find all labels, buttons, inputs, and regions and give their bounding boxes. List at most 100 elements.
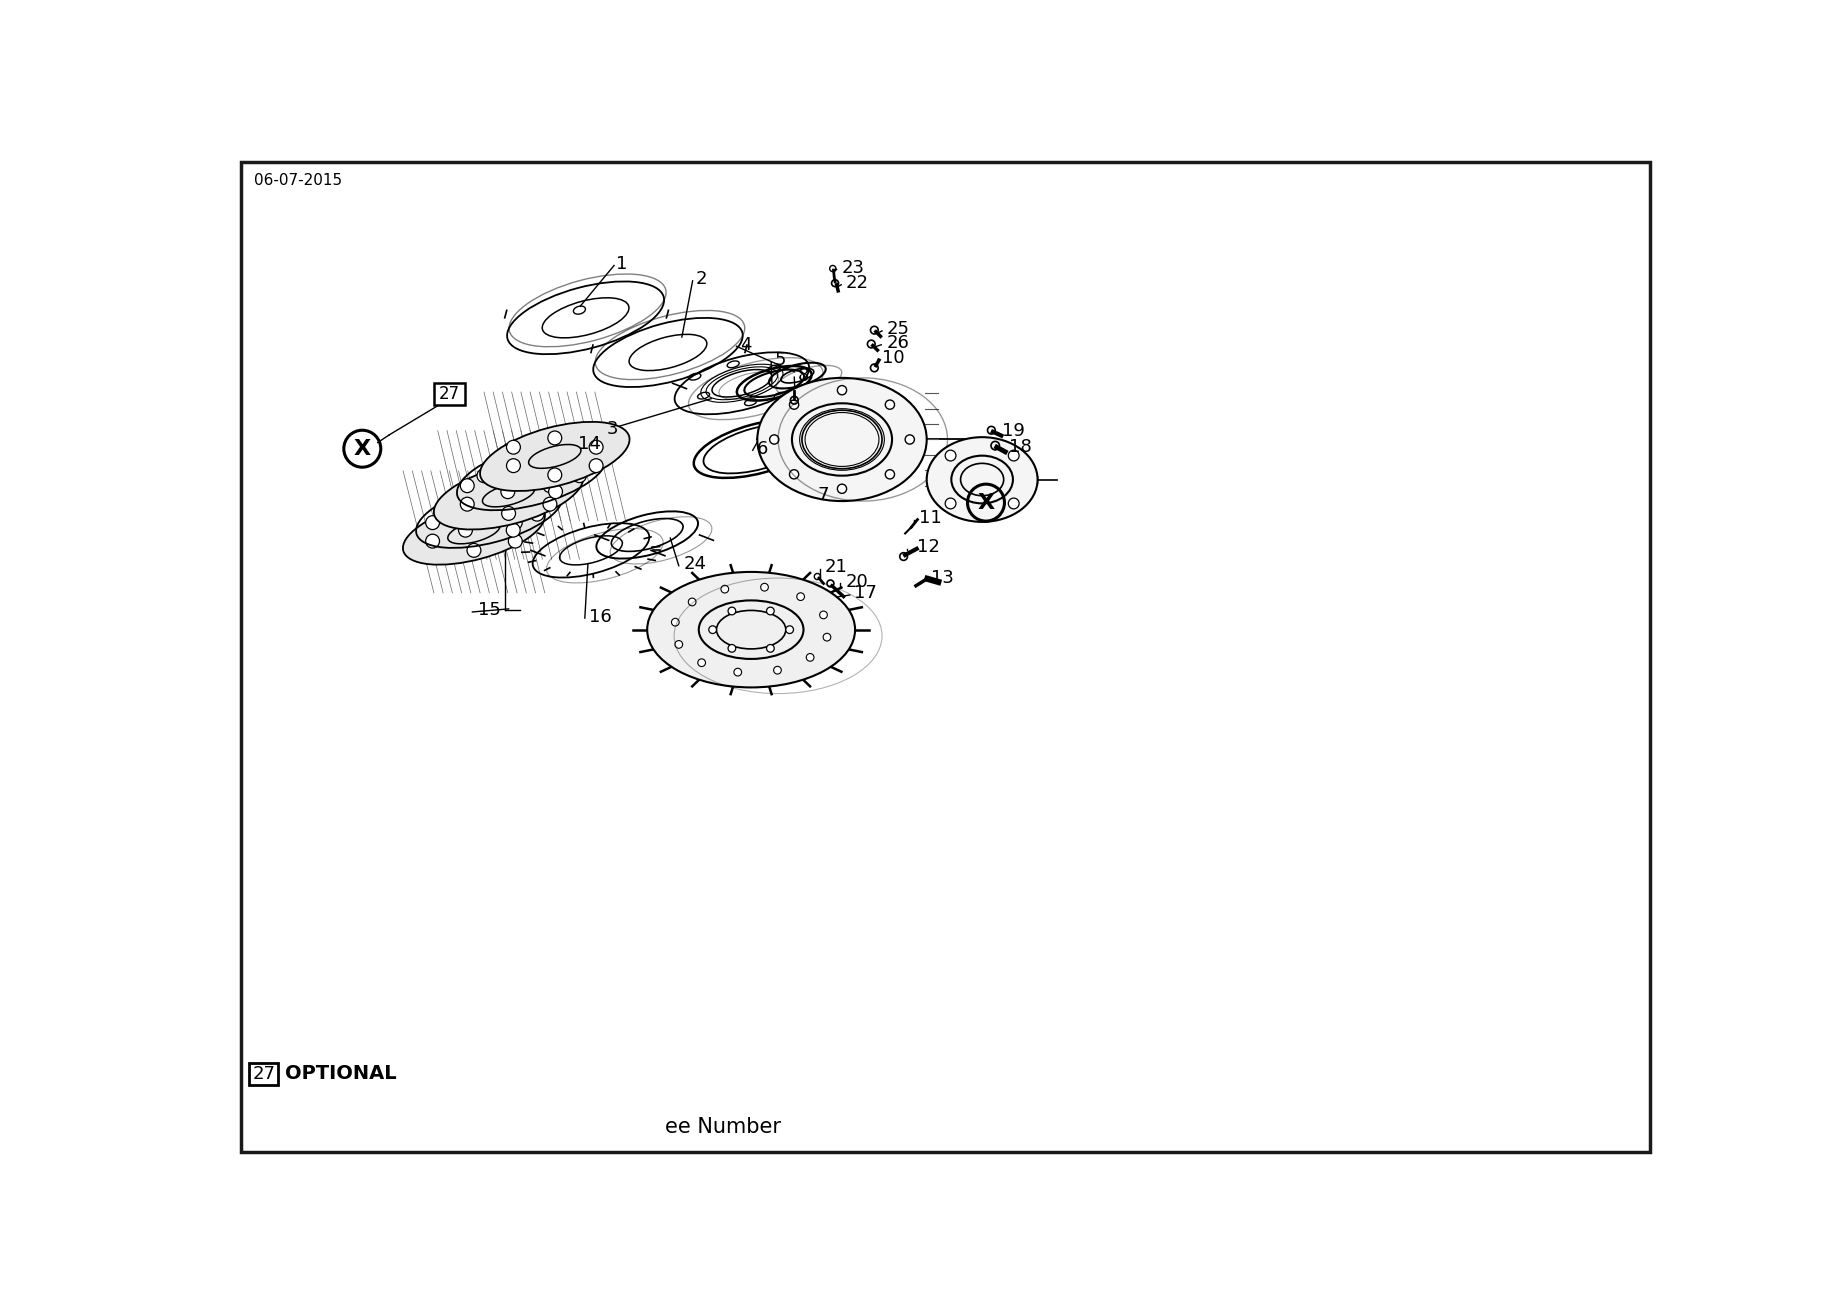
Text: 6: 6 xyxy=(756,440,768,458)
Circle shape xyxy=(467,506,482,520)
Circle shape xyxy=(729,608,736,615)
Circle shape xyxy=(766,644,775,652)
Circle shape xyxy=(819,611,827,619)
Circle shape xyxy=(502,470,515,484)
Circle shape xyxy=(572,468,587,483)
Circle shape xyxy=(1009,498,1018,509)
Text: 1: 1 xyxy=(616,255,627,273)
Circle shape xyxy=(697,658,705,666)
Text: X: X xyxy=(978,493,994,513)
Circle shape xyxy=(675,640,683,648)
Circle shape xyxy=(426,515,439,530)
Circle shape xyxy=(459,497,474,511)
Circle shape xyxy=(426,535,439,548)
Text: 12: 12 xyxy=(917,539,941,557)
Circle shape xyxy=(760,583,768,591)
Bar xyxy=(434,384,465,405)
Text: 5: 5 xyxy=(775,351,786,369)
Circle shape xyxy=(708,626,716,634)
Circle shape xyxy=(435,507,448,522)
Circle shape xyxy=(548,468,561,481)
Circle shape xyxy=(478,468,491,483)
Circle shape xyxy=(506,523,520,537)
Text: 27: 27 xyxy=(253,1066,275,1082)
Ellipse shape xyxy=(480,422,629,490)
Ellipse shape xyxy=(756,377,926,501)
Text: 20: 20 xyxy=(845,572,869,591)
Circle shape xyxy=(509,515,522,530)
Circle shape xyxy=(530,507,544,522)
Circle shape xyxy=(589,440,603,454)
Circle shape xyxy=(548,485,563,498)
Circle shape xyxy=(806,653,814,661)
Circle shape xyxy=(467,544,482,557)
Circle shape xyxy=(542,479,557,493)
Circle shape xyxy=(797,593,804,601)
Text: 14: 14 xyxy=(577,435,601,453)
Circle shape xyxy=(688,598,696,606)
Circle shape xyxy=(1009,450,1018,461)
Circle shape xyxy=(786,626,793,634)
Text: 3: 3 xyxy=(607,420,618,438)
Circle shape xyxy=(945,450,956,461)
Circle shape xyxy=(548,453,563,467)
Circle shape xyxy=(509,535,522,548)
Circle shape xyxy=(542,497,557,511)
Circle shape xyxy=(838,385,847,394)
Circle shape xyxy=(459,492,472,505)
Circle shape xyxy=(773,666,780,674)
Circle shape xyxy=(500,485,515,498)
Text: ee Number: ee Number xyxy=(664,1118,780,1137)
Circle shape xyxy=(734,669,742,677)
Circle shape xyxy=(589,459,603,472)
Text: 24: 24 xyxy=(683,556,707,574)
Text: 2: 2 xyxy=(696,271,707,289)
Circle shape xyxy=(500,453,515,467)
Text: X: X xyxy=(354,438,371,459)
Text: 22: 22 xyxy=(845,275,869,293)
Text: 18: 18 xyxy=(1009,438,1031,457)
Circle shape xyxy=(766,608,775,615)
Text: 06-07-2015: 06-07-2015 xyxy=(255,173,343,189)
Text: 8: 8 xyxy=(799,367,810,385)
Circle shape xyxy=(790,470,799,479)
Ellipse shape xyxy=(402,500,544,565)
Circle shape xyxy=(823,634,830,641)
Circle shape xyxy=(502,506,515,520)
Bar xyxy=(249,1063,279,1085)
Ellipse shape xyxy=(926,437,1037,522)
Text: 11: 11 xyxy=(919,509,941,527)
Text: 16: 16 xyxy=(589,608,613,626)
Circle shape xyxy=(729,644,736,652)
Circle shape xyxy=(459,523,472,537)
Circle shape xyxy=(790,399,799,410)
Text: OPTIONAL: OPTIONAL xyxy=(286,1064,397,1084)
Circle shape xyxy=(548,431,561,445)
Text: 17: 17 xyxy=(854,584,876,602)
Circle shape xyxy=(672,618,679,626)
Circle shape xyxy=(838,484,847,493)
Circle shape xyxy=(507,440,520,454)
Ellipse shape xyxy=(648,572,854,687)
Circle shape xyxy=(769,435,779,444)
Text: 21: 21 xyxy=(825,558,847,576)
Text: 4: 4 xyxy=(740,336,751,354)
Circle shape xyxy=(945,498,956,509)
Circle shape xyxy=(721,585,729,593)
Text: 7: 7 xyxy=(817,485,828,503)
Text: 23: 23 xyxy=(841,259,863,277)
Text: 27: 27 xyxy=(439,385,459,403)
Text: 10: 10 xyxy=(882,349,904,367)
Text: 26: 26 xyxy=(887,334,910,353)
Circle shape xyxy=(886,470,895,479)
Circle shape xyxy=(506,492,520,505)
Text: 15: 15 xyxy=(478,601,500,619)
Text: 13: 13 xyxy=(932,569,954,587)
Circle shape xyxy=(886,399,895,410)
Ellipse shape xyxy=(434,461,583,530)
Circle shape xyxy=(507,459,520,472)
Circle shape xyxy=(906,435,915,444)
Text: 25: 25 xyxy=(887,320,910,338)
Text: 19: 19 xyxy=(1002,422,1026,440)
Circle shape xyxy=(459,479,474,493)
